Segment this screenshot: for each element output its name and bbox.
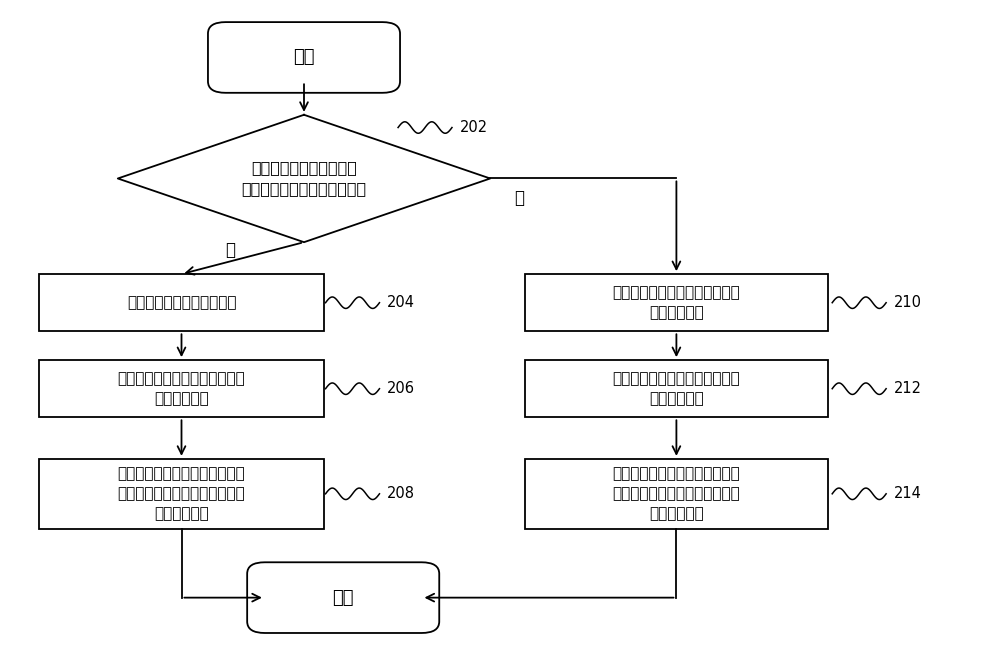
Text: 208: 208 — [387, 486, 415, 501]
Text: 是: 是 — [226, 241, 236, 259]
Bar — [524, 274, 828, 332]
Text: 210: 210 — [894, 295, 922, 310]
Text: 开始: 开始 — [293, 49, 315, 66]
Text: 当冰筱满足化霜条件时，
判断压缩机是否处于停机状态: 当冰筱满足化霜条件时， 判断压缩机是否处于停机状态 — [241, 161, 367, 196]
Text: 控制压缩机正常运行第一预定时
长后再次停机: 控制压缩机正常运行第一预定时 长后再次停机 — [118, 371, 245, 406]
Text: 控制冰筱进入自然化霜模式运行
第一停机时长后，使加热器工作
直至化霜结束: 控制冰筱进入自然化霜模式运行 第一停机时长后，使加热器工作 直至化霜结束 — [118, 467, 245, 521]
Text: 202: 202 — [460, 120, 488, 135]
Bar — [524, 459, 828, 529]
Bar — [39, 360, 324, 417]
Text: 结束: 结束 — [332, 589, 354, 606]
Bar — [39, 274, 324, 332]
Text: 否: 否 — [515, 188, 525, 207]
Bar — [39, 459, 324, 529]
Text: 记录压缩机的第一停机时长: 记录压缩机的第一停机时长 — [127, 295, 236, 310]
Polygon shape — [118, 115, 490, 242]
Text: 控制冰筱进入自然化霜模式运行
第二停机时长后，使加热器工作
直至化霜结束: 控制冰筱进入自然化霜模式运行 第二停机时长后，使加热器工作 直至化霜结束 — [613, 467, 740, 521]
Text: 204: 204 — [387, 295, 415, 310]
Bar — [524, 360, 828, 417]
Text: 206: 206 — [387, 381, 415, 396]
Text: 控制压缩机正常运行第一预定时
长后再次停机: 控制压缩机正常运行第一预定时 长后再次停机 — [613, 371, 740, 406]
Text: 212: 212 — [894, 381, 922, 396]
Text: 214: 214 — [894, 486, 922, 501]
FancyBboxPatch shape — [208, 22, 400, 93]
Text: 等待压缩机停机后记录压缩机的
第二停机时长: 等待压缩机停机后记录压缩机的 第二停机时长 — [613, 285, 740, 320]
FancyBboxPatch shape — [247, 562, 439, 633]
